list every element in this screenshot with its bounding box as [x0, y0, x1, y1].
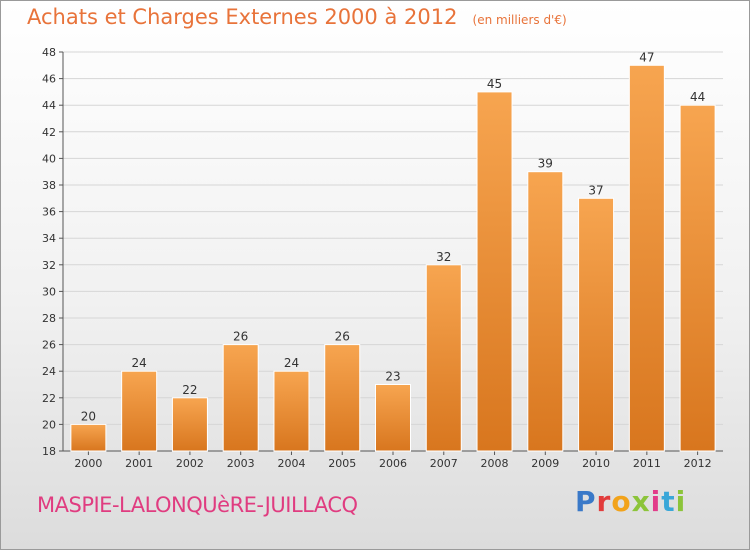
x-tick-label: 2009 — [531, 457, 559, 470]
x-tick-label: 2000 — [74, 457, 102, 470]
logo-letter: P — [575, 485, 597, 518]
bar-value-label: 47 — [639, 50, 654, 64]
chart-unit: (en milliers d'€) — [472, 13, 567, 27]
y-tick-label: 38 — [42, 179, 56, 192]
title-row: Achats et Charges Externes 2000 à 2012 (… — [27, 5, 567, 29]
bar — [578, 197, 615, 452]
bar-value-label: 20 — [81, 409, 96, 423]
logo-letter: o — [611, 485, 632, 518]
y-tick-label: 40 — [42, 152, 56, 165]
y-tick-label: 48 — [42, 46, 56, 59]
bars — [70, 64, 716, 452]
bar — [679, 104, 716, 452]
y-tick-label: 36 — [42, 206, 56, 219]
labels: 18 20 22 24 26 28 30 32 34 36 38 40 42 44 46 48 20 2000 24… — [42, 46, 712, 470]
x-tick-label: 2012 — [684, 457, 712, 470]
y-tick-label: 30 — [42, 285, 56, 298]
x-tick-label: 2003 — [227, 457, 255, 470]
y-tick-label: 34 — [42, 232, 56, 245]
bar-value-label: 45 — [487, 77, 502, 91]
logo-letter: x — [631, 485, 651, 518]
y-tick-label: 46 — [42, 73, 56, 86]
x-tick-label: 2005 — [328, 457, 356, 470]
x-tick-label: 2011 — [633, 457, 661, 470]
y-tick-label: 20 — [42, 418, 56, 431]
bar-value-label: 39 — [538, 157, 553, 171]
bar-value-label: 24 — [284, 356, 299, 370]
y-tick-label: 42 — [42, 126, 56, 139]
x-tick-label: 2007 — [430, 457, 458, 470]
bar — [476, 91, 513, 452]
y-tick-label: 44 — [42, 99, 56, 112]
x-tick-label: 2006 — [379, 457, 407, 470]
y-tick-label: 28 — [42, 312, 56, 325]
proxiti-logo[interactable]: Proxiti — [575, 485, 686, 518]
x-tick-label: 2010 — [582, 457, 610, 470]
bar-value-label: 32 — [436, 250, 451, 264]
y-tick-label: 26 — [42, 339, 56, 352]
x-tick-label: 2002 — [176, 457, 204, 470]
bar — [527, 171, 564, 452]
bar-value-label: 22 — [182, 383, 197, 397]
y-tick-label: 32 — [42, 259, 56, 272]
y-tick-label: 18 — [42, 445, 56, 458]
logo-letter: i — [650, 485, 662, 518]
bar-value-label: 26 — [233, 330, 248, 344]
bar — [628, 64, 665, 452]
chart-title: Achats et Charges Externes 2000 à 2012 — [27, 5, 458, 29]
bar-value-label: 26 — [335, 330, 350, 344]
x-tick-label: 2008 — [481, 457, 509, 470]
commune-name: MASPIE-LALONQUèRE-JUILLACQ — [37, 493, 358, 517]
bar-value-label: 37 — [588, 183, 603, 197]
bar — [70, 423, 107, 452]
bar — [171, 397, 208, 452]
bar — [222, 344, 259, 452]
x-tick-label: 2001 — [125, 457, 153, 470]
bar-value-label: 24 — [132, 356, 147, 370]
bar-value-label: 23 — [385, 370, 400, 384]
logo-letter: i — [675, 485, 687, 518]
y-tick-label: 24 — [42, 365, 56, 378]
bar — [425, 264, 462, 452]
logo-letter: t — [661, 485, 676, 518]
bar — [273, 370, 310, 452]
x-tick-label: 2004 — [277, 457, 305, 470]
bar — [324, 344, 361, 452]
bar-value-label: 44 — [690, 90, 705, 104]
y-tick-label: 22 — [42, 392, 56, 405]
bar — [375, 384, 411, 452]
bar — [121, 370, 158, 452]
logo-letter: r — [596, 485, 612, 518]
